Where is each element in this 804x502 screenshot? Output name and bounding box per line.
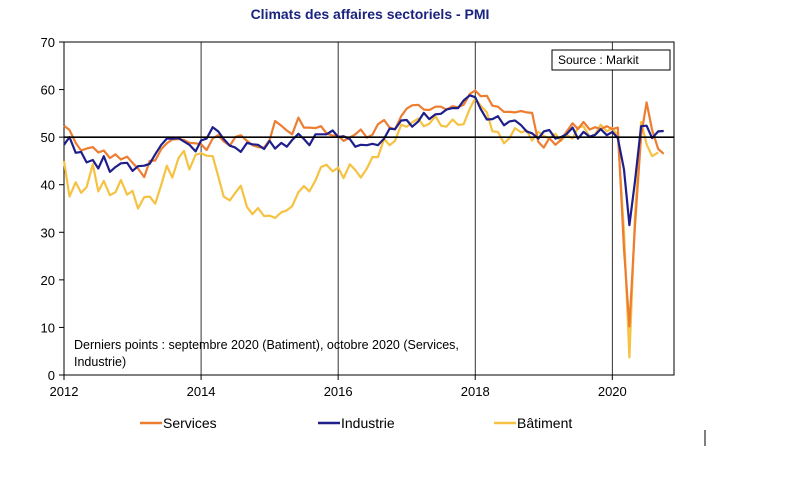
annotation-line-1: Derniers points : septembre 2020 (Batime…	[74, 338, 459, 352]
y-tick-label-60: 60	[41, 83, 55, 98]
source-note: Source : Markit	[558, 53, 639, 67]
y-tick-label-40: 40	[41, 178, 55, 193]
legend-label-batiment: Bâtiment	[517, 415, 572, 431]
annotation-line-2: Industrie)	[74, 355, 126, 369]
x-tick-label-2012: 2012	[50, 384, 79, 399]
x-tick-label-2014: 2014	[187, 384, 216, 399]
legend-label-services: Services	[163, 415, 217, 431]
series-layer	[62, 89, 665, 359]
x-tick-label-2016: 2016	[324, 384, 353, 399]
series-line-industrie	[63, 94, 664, 227]
y-tick-label-70: 70	[41, 35, 55, 50]
source-box	[551, 49, 671, 71]
legend: Services Industrie Bâtiment	[140, 415, 572, 431]
y-tick-label-10: 10	[41, 320, 55, 335]
y-tick-label-20: 20	[41, 273, 55, 288]
y-axis-ticks: 0 10 20 30 40 50 60 70	[41, 35, 64, 383]
x-axis-ticks: 2012 2014 2016 2018 2020	[50, 375, 627, 399]
x-tick-label-2020: 2020	[598, 384, 627, 399]
plot-area	[63, 41, 675, 376]
legend-label-industrie: Industrie	[341, 415, 395, 431]
x-tick-label-2018: 2018	[461, 384, 490, 399]
chart-title: Climats des affaires sectoriels - PMI	[250, 6, 490, 22]
y-tick-label-0: 0	[48, 368, 55, 383]
y-tick-label-50: 50	[41, 130, 55, 145]
y-tick-label-30: 30	[41, 225, 55, 240]
